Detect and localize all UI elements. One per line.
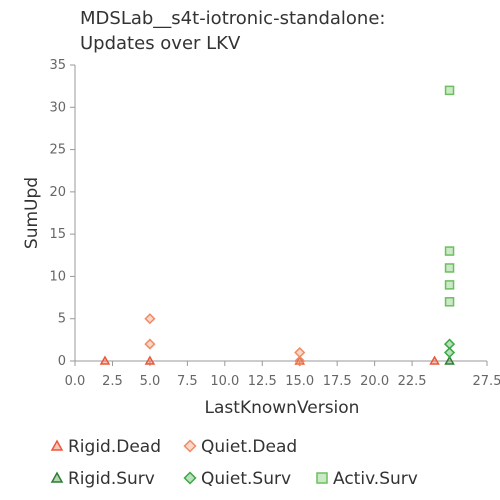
legend-marker-icon — [183, 439, 197, 453]
y-tick-label: 5 — [58, 312, 66, 327]
point-quiet-dead — [144, 338, 156, 350]
point-rigid-dead — [144, 355, 156, 365]
point-activ-surv — [444, 85, 455, 96]
legend-marker-icon — [50, 471, 64, 483]
point-activ-surv — [444, 246, 455, 256]
y-tick-label: 15 — [49, 227, 66, 242]
x-tick-label: 27.5 — [473, 374, 500, 389]
legend-item-rigid-surv[interactable]: Rigid.Surv — [50, 469, 155, 489]
legend-label: Quiet.Dead — [201, 437, 297, 457]
y-tick-label: 25 — [49, 143, 66, 158]
x-tick-label: 5.0 — [140, 374, 161, 389]
point-activ-surv — [444, 263, 455, 273]
x-tick-label: 15.0 — [285, 374, 314, 389]
x-axis-title: LastKnownVersion — [205, 398, 360, 418]
legend-label: Activ.Surv — [333, 469, 418, 489]
chart-title-line-2: Updates over LKV — [80, 33, 241, 54]
data-points — [99, 85, 456, 367]
x-tick-label: 20.0 — [360, 374, 389, 389]
y-tick-label: 35 — [49, 58, 66, 73]
point-quiet-dead — [294, 355, 306, 367]
legend-marker-icon — [183, 471, 197, 485]
x-tick-label: 12.5 — [248, 374, 277, 389]
legend-marker-icon — [50, 439, 64, 451]
point-rigid-surv — [444, 355, 455, 365]
x-tick-label: 10.0 — [210, 374, 239, 389]
point-rigid-dead — [294, 355, 306, 365]
legend-item-quiet-dead[interactable]: Quiet.Dead — [183, 437, 298, 457]
y-tick-label: 0 — [58, 354, 66, 369]
legend-item-activ-surv[interactable]: Activ.Surv — [316, 469, 418, 489]
y-tick-label: 10 — [49, 269, 66, 284]
point-quiet-dead — [144, 313, 156, 325]
x-tick-label: 17.5 — [323, 374, 352, 389]
x-axis-ticks: 0.0 2.5 5.0 7.5 10.0 12.5 15.0 17.5 20.0 22.5 27.5 — [65, 361, 500, 389]
x-tick-label: 7.5 — [177, 374, 198, 389]
x-tick-label: 0.0 — [65, 374, 86, 389]
legend-label: Rigid.Surv — [68, 469, 155, 489]
x-tick-label: 22.5 — [398, 374, 427, 389]
chart-title: MDSLab__s4t-iotronic-standalone: Updates… — [80, 8, 385, 54]
legend: Rigid.Dead Quiet.Dead Rigid.Surv Quiet.Surv… — [50, 437, 418, 489]
x-tick-label: 2.5 — [102, 374, 123, 389]
legend-item-quiet-surv[interactable]: Quiet.Surv — [183, 469, 292, 489]
point-rigid-dead — [99, 355, 111, 365]
y-tick-label: 20 — [49, 185, 66, 200]
point-activ-surv — [444, 297, 455, 307]
legend-label: Quiet.Surv — [201, 469, 291, 489]
y-axis-title: SumUpd — [22, 177, 42, 249]
legend-label: Rigid.Dead — [68, 437, 161, 457]
legend-marker-icon — [316, 472, 328, 484]
point-rigid-dead — [429, 355, 440, 365]
y-tick-label: 30 — [49, 100, 66, 115]
legend-item-rigid-dead[interactable]: Rigid.Dead — [50, 437, 161, 457]
chart-title-line-1: MDSLab__s4t-iotronic-standalone: — [80, 8, 385, 29]
point-activ-surv — [444, 280, 455, 290]
y-axis-ticks: 0 5 10 15 20 25 30 35 — [49, 58, 75, 369]
point-quiet-surv — [443, 346, 456, 359]
